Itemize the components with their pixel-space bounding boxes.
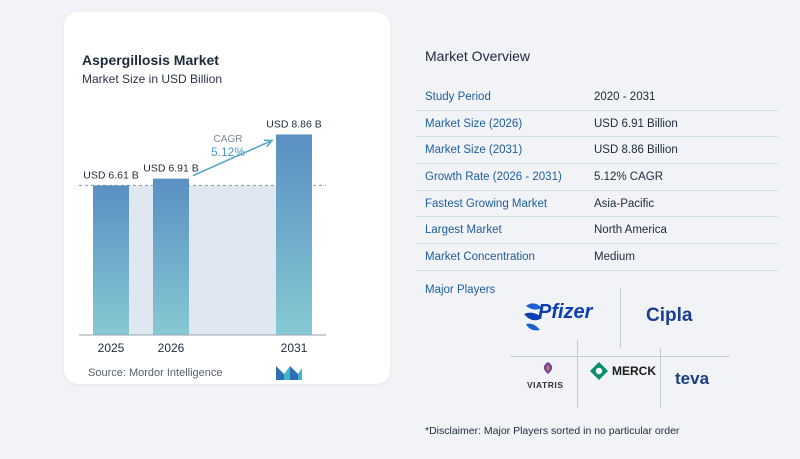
source-note: Source: Mordor Intelligence [88, 367, 223, 379]
player-logo: Cipla [646, 305, 693, 326]
tick-label: 2031 [281, 341, 308, 355]
overview-key: Market Size (2031) [425, 144, 523, 157]
overview-key: Growth Rate (2026 - 2031) [425, 170, 562, 183]
data-label: USD 6.91 B [143, 163, 198, 175]
chart-title: Aspergillosis Market [82, 52, 219, 68]
cagr-arrow [192, 139, 273, 177]
cagr-arrow-head [263, 139, 274, 148]
growth-band [129, 185, 276, 335]
overview-value: North America [594, 224, 667, 237]
players-title: Major Players [425, 284, 496, 296]
player-logos: Pfizer Cipla VIATRIS MERCK teva [510, 288, 730, 408]
overview-value: 5.12% CAGR [594, 170, 664, 183]
overview-key: Largest Market [425, 224, 502, 237]
overview-table: Study Period 2020 - 2031 Market Size (2026… [416, 84, 778, 271]
overview-value: Medium [594, 250, 635, 263]
overview-title: Market Overview [425, 48, 531, 64]
bar-2025 [93, 185, 129, 335]
pfizer-logo-icon [524, 303, 542, 331]
tick-label: 2025 [98, 341, 125, 355]
overview-key: Market Size (2026) [425, 117, 523, 130]
overview-row: Market Size (2031) USD 8.86 Billion [416, 137, 778, 165]
merck-logo-icon [590, 362, 608, 380]
bar-chart: USD 6.61 B 2025 USD 6.91 B 2026 USD 8.86 B 20… [79, 118, 326, 355]
overview-row: Growth Rate (2026 - 2031) 5.12% CAGR [416, 164, 778, 191]
player-logo: Pfizer [538, 301, 593, 323]
player-logo: MERCK [612, 364, 656, 378]
tick-label: 2026 [158, 341, 185, 355]
player-logo: VIATRIS [527, 380, 564, 390]
overview-row: Largest Market North America [416, 217, 778, 245]
cagr-label: CAGR [214, 134, 243, 145]
overview-value: 2020 - 2031 [594, 90, 656, 103]
overview-row: Fastest Growing Market Asia-Pacific [416, 191, 778, 218]
overview-key: Market Concentration [425, 250, 535, 263]
overview-value: USD 6.91 Billion [594, 117, 678, 130]
overview-value: Asia-Pacific [594, 197, 655, 210]
disclaimer: *Disclaimer: Major Players sorted in no … [425, 425, 680, 437]
overview-value: USD 8.86 Billion [594, 144, 678, 157]
viatris-logo-icon [543, 362, 553, 374]
overview-key: Study Period [425, 90, 491, 103]
bar-2026 [153, 178, 189, 335]
bar-2031 [276, 134, 312, 335]
data-label: USD 8.86 B [266, 118, 321, 130]
overview-row: Market Size (2026) USD 6.91 Billion [416, 111, 778, 138]
mordor-logo-icon [276, 366, 302, 380]
overview-key: Fastest Growing Market [425, 197, 548, 210]
overview-row: Study Period 2020 - 2031 [416, 84, 778, 111]
cagr-value: 5.12% [211, 145, 245, 159]
data-label: USD 6.61 B [83, 169, 138, 181]
chart-subtitle: Market Size in USD Billion [82, 72, 223, 86]
player-logo: teva [675, 369, 710, 388]
overview-row: Market Concentration Medium [416, 244, 778, 271]
